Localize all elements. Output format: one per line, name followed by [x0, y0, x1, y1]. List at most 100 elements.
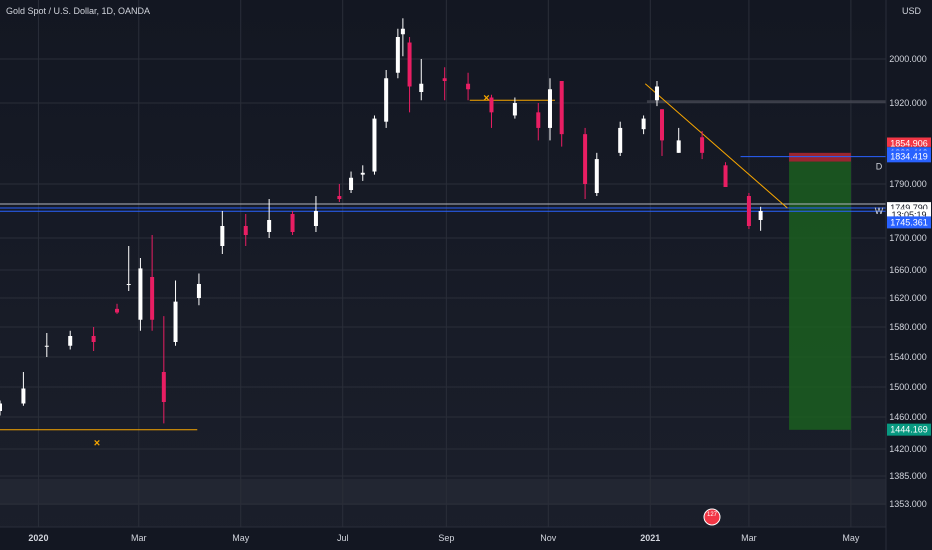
candle-body: [536, 112, 541, 128]
candle-body: [337, 196, 342, 199]
candle-body: [641, 118, 646, 130]
time-axis-bg[interactable]: [0, 527, 886, 550]
price-tick-label: 1660.000: [889, 265, 927, 275]
drawings[interactable]: ××: [0, 83, 886, 450]
x-marker[interactable]: ×: [94, 438, 100, 450]
candle-body: [442, 78, 447, 81]
candle-body: [173, 301, 178, 342]
x-marker[interactable]: ×: [483, 93, 489, 105]
price-tick-label: 2000.000: [889, 54, 927, 64]
time-tick-label: Nov: [540, 533, 557, 543]
grey-level-band[interactable]: [646, 100, 886, 103]
candle-body: [559, 81, 564, 135]
candle-body: [243, 226, 248, 235]
candle-body: [290, 214, 295, 232]
candle-body: [360, 172, 365, 175]
price-tick-label: 1920.000: [889, 98, 927, 108]
candle-body: [758, 211, 763, 220]
price-tick-label: 1790.000: [889, 179, 927, 189]
price-tick-label: 1420.000: [889, 444, 927, 454]
side-markers: DW: [875, 162, 884, 216]
time-tick-label: Mar: [741, 533, 757, 543]
price-tick-label: 1580.000: [889, 322, 927, 332]
candle-body: [372, 118, 377, 172]
candle-body: [220, 226, 225, 246]
price-labels: 1854.9061839.9291839.4191834.4191749.790…: [887, 137, 931, 436]
candle-body: [659, 109, 664, 141]
candle-body: [267, 220, 272, 232]
candle-body: [150, 277, 155, 320]
price-label-text: 13:05:19: [891, 210, 926, 220]
candle-body: [676, 140, 681, 153]
time-axis[interactable]: 2020 Mar May Jul Sep Nov 2021 Mar May: [28, 533, 859, 543]
currency-label[interactable]: USD: [902, 6, 922, 16]
price-label-bg: [887, 423, 931, 436]
candle-body: [196, 284, 201, 298]
symbol-title[interactable]: Gold Spot / U.S. Dollar, 1D, OANDA: [6, 6, 151, 16]
candle-body: [547, 89, 552, 128]
time-tick-label: 2020: [28, 533, 48, 543]
candle-body: [583, 134, 588, 184]
price-axis-bg[interactable]: [886, 0, 932, 550]
candle-body: [161, 372, 166, 402]
price-tick-label: 1620.000: [889, 293, 927, 303]
time-tick-label: Mar: [131, 533, 147, 543]
candle-body: [44, 345, 49, 347]
price-label-bg: [887, 150, 931, 163]
price-tick-label: 1460.000: [889, 412, 927, 422]
candle-body: [419, 83, 424, 92]
candle-body: [21, 388, 26, 404]
price-label-text: 1745.361: [890, 217, 928, 227]
time-tick-label: Sep: [438, 533, 454, 543]
candle-body: [407, 42, 412, 87]
candle-body: [512, 103, 517, 116]
badge-count: 127: [707, 512, 718, 518]
candle-body: [466, 83, 471, 90]
candle-body: [700, 137, 705, 153]
time-tick-label: May: [232, 533, 250, 543]
candle-body: [0, 403, 2, 411]
candle-body: [384, 78, 389, 122]
price-tick-label: 1385.000: [889, 471, 927, 481]
candles: [0, 18, 763, 424]
candle-body: [723, 165, 728, 187]
time-tick-label: Jul: [337, 533, 349, 543]
candle-body: [313, 211, 318, 226]
candle-body: [68, 336, 73, 346]
price-tick-label: 1500.000: [889, 382, 927, 392]
candle-body: [618, 127, 623, 153]
price-label-text: 1834.419: [890, 151, 928, 161]
price-axis[interactable]: 2000.000 1920.000 1790.000 1700.000 1660.000…: [889, 54, 927, 509]
candle-body: [349, 177, 354, 190]
badge[interactable]: 127: [701, 508, 723, 526]
price-label-bg: [887, 137, 931, 150]
candle-body: [395, 37, 400, 73]
trend-line[interactable]: [644, 83, 788, 209]
price-label-text: 1749.790: [890, 203, 928, 213]
candle-body: [746, 196, 751, 226]
candle-body: [115, 308, 120, 313]
side-marker: W: [875, 206, 884, 216]
side-marker: D: [876, 162, 883, 172]
price-tick-label: 1353.000: [889, 499, 927, 509]
badge-icon: [703, 508, 721, 526]
price-label-bg: [887, 216, 931, 229]
candle-body: [138, 268, 143, 320]
price-label-text: 1444.169: [890, 425, 928, 435]
candle-body: [400, 28, 405, 35]
candle-body: [126, 284, 131, 285]
candle-body: [91, 336, 96, 342]
candle-body: [594, 159, 599, 193]
candle-body: [489, 97, 494, 113]
volume-pane: [0, 479, 886, 505]
position-loss-zone[interactable]: [789, 152, 851, 162]
position-profit-zone[interactable]: [789, 161, 851, 430]
price-tick-label: 1540.000: [889, 352, 927, 362]
time-tick-label: May: [842, 533, 860, 543]
time-tick-label: 2021: [640, 533, 660, 543]
price-tick-label: 1700.000: [889, 233, 927, 243]
price-label-text: 1854.906: [890, 139, 928, 149]
candle-body: [654, 86, 659, 101]
